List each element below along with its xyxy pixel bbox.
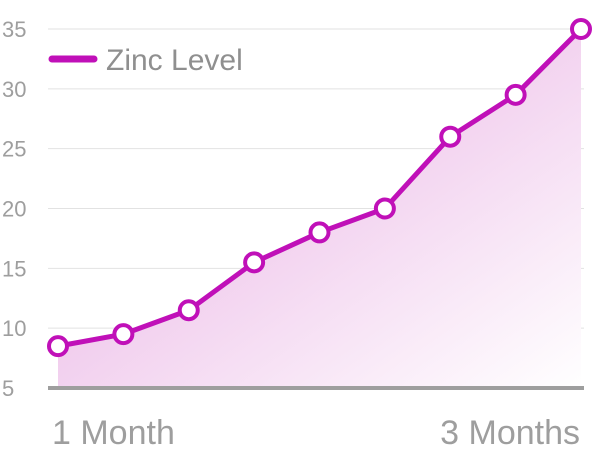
data-point (570, 18, 592, 40)
y-tick-label: 5 (2, 376, 14, 401)
y-tick-label: 15 (2, 256, 26, 281)
y-tick-label: 25 (2, 137, 26, 162)
legend: Zinc Level (48, 44, 243, 77)
y-tick-label: 35 (2, 17, 26, 42)
data-point (373, 197, 396, 220)
data-point (504, 83, 527, 106)
data-point (439, 125, 462, 148)
data-point (47, 335, 69, 358)
y-tick-label: 30 (2, 77, 26, 102)
area-fill-layer (58, 29, 581, 388)
y-tick-label: 10 (2, 316, 26, 341)
y-axis-ticks: 5 10 15 20 25 30 35 (2, 17, 26, 401)
x-axis-ticks: 1 Month 3 Months (52, 414, 580, 452)
legend-label: Zinc Level (106, 44, 243, 77)
x-tick-label: 1 Month (52, 414, 175, 452)
y-tick-label: 20 (2, 197, 26, 222)
data-point (177, 299, 200, 322)
data-points (47, 18, 592, 358)
data-point (308, 221, 331, 244)
x-tick-label: 3 Months (440, 414, 580, 452)
data-point (243, 251, 266, 274)
area-fill (58, 29, 581, 388)
data-point (112, 323, 135, 346)
